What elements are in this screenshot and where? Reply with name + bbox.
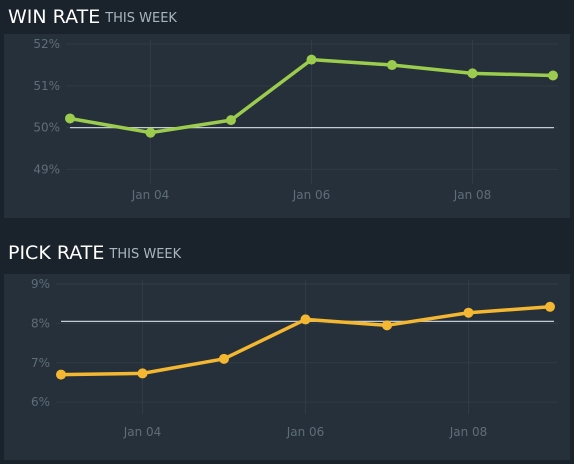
win-rate-section: WIN RATE THIS WEEK 52% 51% 50% 49% Jan 04 Jan… xyxy=(0,0,574,220)
win-rate-data-point[interactable] xyxy=(387,60,397,71)
win-rate-chart: 52% 51% 50% 49% Jan 04 Jan 06 Jan 08 xyxy=(33,37,558,202)
pick-rate-title: PICK RATE xyxy=(8,242,105,264)
win-rate-x-tick-label: Jan 04 xyxy=(131,188,170,202)
win-rate-y-tick-label: 51% xyxy=(33,79,60,93)
pick-rate-y-tick-label: 9% xyxy=(31,277,50,291)
win-rate-subtitle: THIS WEEK xyxy=(105,11,177,26)
win-rate-heading: WIN RATE THIS WEEK xyxy=(8,0,177,28)
win-rate-y-tick-label: 49% xyxy=(33,162,60,176)
pick-rate-section: PICK RATE THIS WEEK 9% 8% 7% 6% Jan 04 Jan 06… xyxy=(0,236,574,464)
win-rate-data-point[interactable] xyxy=(145,127,156,138)
win-rate-title: WIN RATE xyxy=(8,6,101,28)
pick-rate-data-point[interactable] xyxy=(219,353,229,364)
pick-rate-data-point[interactable] xyxy=(56,369,66,380)
pick-rate-data-point[interactable] xyxy=(545,301,555,312)
win-rate-y-tick-label: 52% xyxy=(33,37,60,51)
win-rate-data-point[interactable] xyxy=(306,54,317,65)
win-rate-panel: 52% 51% 50% 49% Jan 04 Jan 06 Jan 08 xyxy=(4,34,570,218)
pick-rate-heading: PICK RATE THIS WEEK xyxy=(8,236,181,264)
pick-rate-subtitle: THIS WEEK xyxy=(109,247,182,262)
pick-rate-data-point[interactable] xyxy=(137,368,148,379)
pick-rate-data-point[interactable] xyxy=(382,320,392,331)
pick-rate-panel: 9% 8% 7% 6% Jan 04 Jan 06 Jan 08 xyxy=(4,274,570,460)
pick-rate-x-tick-label: Jan 08 xyxy=(449,425,488,439)
pick-rate-y-tick-label: 6% xyxy=(31,395,50,409)
pick-rate-data-point[interactable] xyxy=(463,307,474,318)
pick-rate-data-point[interactable] xyxy=(300,314,311,325)
pick-rate-x-tick-label: Jan 04 xyxy=(123,425,162,439)
win-rate-x-tick-label: Jan 06 xyxy=(292,188,331,202)
pick-rate-y-tick-label: 8% xyxy=(31,316,50,330)
win-rate-y-tick-label: 50% xyxy=(33,121,60,135)
win-rate-data-point[interactable] xyxy=(548,70,558,81)
win-rate-data-point[interactable] xyxy=(65,113,75,124)
pick-rate-y-tick-label: 7% xyxy=(31,356,50,370)
win-rate-data-point[interactable] xyxy=(467,68,478,79)
win-rate-x-tick-label: Jan 08 xyxy=(453,188,492,202)
pick-rate-x-tick-label: Jan 06 xyxy=(286,425,325,439)
pick-rate-chart: 9% 8% 7% 6% Jan 04 Jan 06 Jan 08 xyxy=(31,277,558,439)
win-rate-data-point[interactable] xyxy=(226,115,236,126)
